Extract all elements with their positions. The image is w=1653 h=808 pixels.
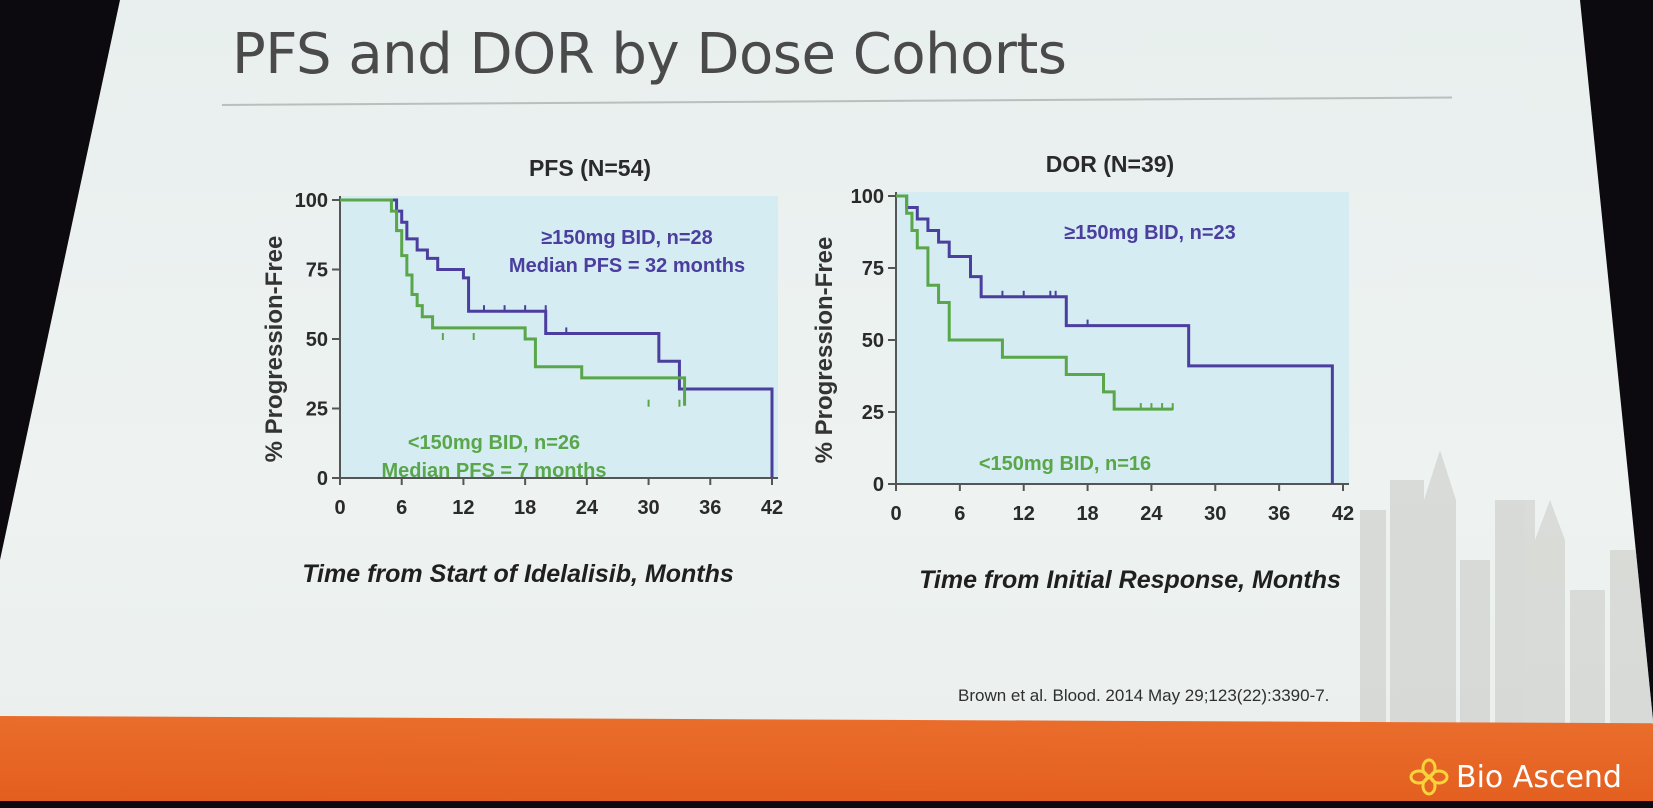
high-dose-annotation: ≥150mg BID, n=23 xyxy=(1064,222,1236,244)
x-tick-label: 0 xyxy=(890,503,901,525)
x-axis-title: Time from Initial Response, Months xyxy=(919,566,1341,594)
city-skyline-watermark xyxy=(1360,450,1653,740)
x-tick-label: 12 xyxy=(452,497,474,519)
x-tick-label: 0 xyxy=(334,497,345,519)
high-dose-survival-curve xyxy=(340,198,774,478)
x-tick-label: 24 xyxy=(1140,503,1163,525)
logo-text: Bio Ascend xyxy=(1456,759,1622,795)
y-tick-label: 25 xyxy=(862,402,884,424)
y-tick-label: 100 xyxy=(295,190,328,212)
low-dose-annotation: <150mg BID, n=16 xyxy=(979,453,1151,475)
x-tick-label: 36 xyxy=(699,497,721,519)
low-dose-survival-curve xyxy=(340,198,687,406)
x-tick-label: 42 xyxy=(761,497,783,519)
x-tick-label: 36 xyxy=(1268,503,1290,525)
x-tick-label: 6 xyxy=(954,503,965,525)
chart-title: DOR (N=39) xyxy=(1046,151,1174,177)
x-axis-title: Time from Start of Idelalisib, Months xyxy=(302,560,734,588)
x-tick-label: 30 xyxy=(1204,503,1226,525)
y-axis-title: % Progression-Free xyxy=(811,237,838,464)
y-tick-label: 50 xyxy=(306,329,328,351)
dor-chart: 0 25 50 75 100 0 6 12 18 24 30 36 42 DOR (N=39) Time f… xyxy=(811,151,1354,594)
x-tick-label: 6 xyxy=(396,497,407,519)
x-tick-label: 18 xyxy=(514,497,536,519)
y-tick-label: 50 xyxy=(862,330,884,352)
y-tick-label: 25 xyxy=(306,399,328,421)
pfs-chart: 0 25 50 75 100 0 6 12 18 24 30 36 42 PFS (N=54) Time f… xyxy=(261,155,783,588)
y-tick-label: 0 xyxy=(873,474,884,496)
y-tick-label: 75 xyxy=(862,258,884,280)
x-tick-label: 42 xyxy=(1332,503,1354,525)
plot-area xyxy=(340,196,778,478)
x-tick-label: 24 xyxy=(576,497,599,519)
high-dose-survival-curve xyxy=(896,194,1334,484)
y-tick-label: 0 xyxy=(317,468,328,490)
plot-area xyxy=(896,192,1349,484)
high-dose-annotation: ≥150mg BID, n=28 xyxy=(541,227,713,249)
x-tick-label: 30 xyxy=(637,497,659,519)
citation-text: Brown et al. Blood. 2014 May 29;123(22):… xyxy=(958,686,1330,705)
low-dose-annotation: <150mg BID, n=26 xyxy=(408,432,580,454)
x-tick-label: 12 xyxy=(1013,503,1035,525)
footer-band xyxy=(0,716,1653,801)
y-tick-label: 100 xyxy=(851,186,884,208)
flower-logo-icon xyxy=(1409,758,1449,796)
chart-title: PFS (N=54) xyxy=(529,155,651,181)
low-dose-survival-curve xyxy=(896,194,1173,411)
slide-title: PFS and DOR by Dose Cohorts xyxy=(232,22,1067,87)
high-dose-annotation: Median PFS = 32 months xyxy=(509,255,745,277)
y-tick-label: 75 xyxy=(306,260,328,282)
x-tick-label: 18 xyxy=(1076,503,1098,525)
y-axis-title: % Progression-Free xyxy=(261,236,288,463)
bio-ascend-logo: Bio Ascend xyxy=(1408,758,1622,796)
low-dose-annotation: Median PFS = 7 months xyxy=(381,460,606,482)
